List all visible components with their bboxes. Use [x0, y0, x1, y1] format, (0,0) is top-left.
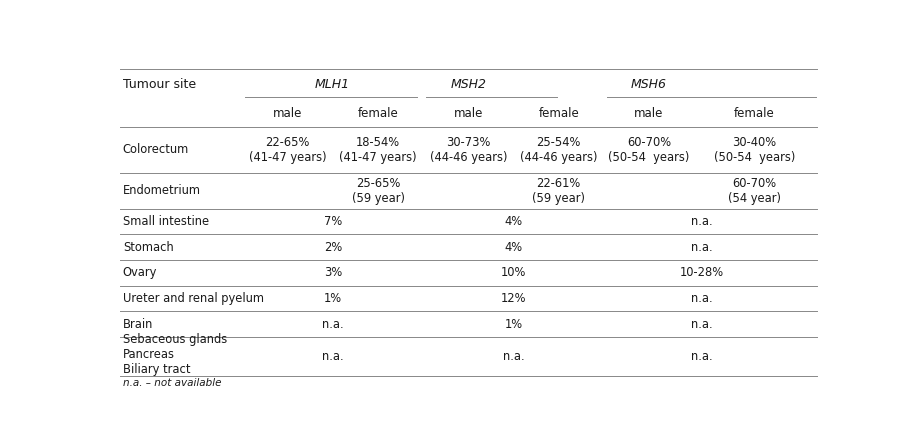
Text: Tumour site: Tumour site: [122, 79, 196, 91]
Text: 10%: 10%: [501, 266, 526, 279]
Text: 22-61%
(59 year): 22-61% (59 year): [532, 177, 585, 205]
Text: n.a.: n.a.: [691, 215, 712, 228]
Text: female: female: [538, 107, 579, 120]
Text: 30-40%
(50-54  years): 30-40% (50-54 years): [714, 136, 795, 164]
Text: n.a.: n.a.: [691, 350, 712, 363]
Text: Brain: Brain: [122, 318, 154, 331]
Text: n.a. – not available: n.a. – not available: [122, 377, 221, 388]
Text: 1%: 1%: [324, 292, 342, 305]
Text: Endometrium: Endometrium: [122, 184, 201, 198]
Text: 30-73%
(44-46 years): 30-73% (44-46 years): [430, 136, 507, 164]
Text: 3%: 3%: [324, 266, 342, 279]
Text: 12%: 12%: [501, 292, 526, 305]
Text: 25-65%
(59 year): 25-65% (59 year): [352, 177, 405, 205]
Text: MSH2: MSH2: [451, 79, 486, 91]
Text: Colorectum: Colorectum: [122, 143, 189, 156]
Text: n.a.: n.a.: [691, 292, 712, 305]
Text: 18-54%
(41-47 years): 18-54% (41-47 years): [339, 136, 417, 164]
Text: 1%: 1%: [505, 318, 523, 331]
Text: 10-28%: 10-28%: [680, 266, 724, 279]
Text: n.a.: n.a.: [503, 350, 525, 363]
Text: 7%: 7%: [324, 215, 342, 228]
Text: MSH6: MSH6: [631, 79, 667, 91]
Text: n.a.: n.a.: [691, 241, 712, 254]
Text: n.a.: n.a.: [322, 350, 344, 363]
Text: 4%: 4%: [505, 241, 523, 254]
Text: 2%: 2%: [324, 241, 342, 254]
Text: Sebaceous glands
Pancreas
Biliary tract: Sebaceous glands Pancreas Biliary tract: [122, 333, 227, 377]
Text: Ovary: Ovary: [122, 266, 157, 279]
Text: male: male: [453, 107, 484, 120]
Text: Stomach: Stomach: [122, 241, 174, 254]
Text: n.a.: n.a.: [322, 318, 344, 331]
Text: Ureter and renal pyelum: Ureter and renal pyelum: [122, 292, 264, 305]
Text: 4%: 4%: [505, 215, 523, 228]
Text: male: male: [634, 107, 664, 120]
Text: 25-54%
(44-46 years): 25-54% (44-46 years): [520, 136, 598, 164]
Text: 60-70%
(54 year): 60-70% (54 year): [728, 177, 781, 205]
Text: MLH1: MLH1: [314, 79, 350, 91]
Text: Small intestine: Small intestine: [122, 215, 209, 228]
Text: n.a.: n.a.: [691, 318, 712, 331]
Text: male: male: [273, 107, 303, 120]
Text: 60-70%
(50-54  years): 60-70% (50-54 years): [609, 136, 690, 164]
Text: female: female: [357, 107, 399, 120]
Text: 22-65%
(41-47 years): 22-65% (41-47 years): [249, 136, 326, 164]
Text: female: female: [734, 107, 775, 120]
